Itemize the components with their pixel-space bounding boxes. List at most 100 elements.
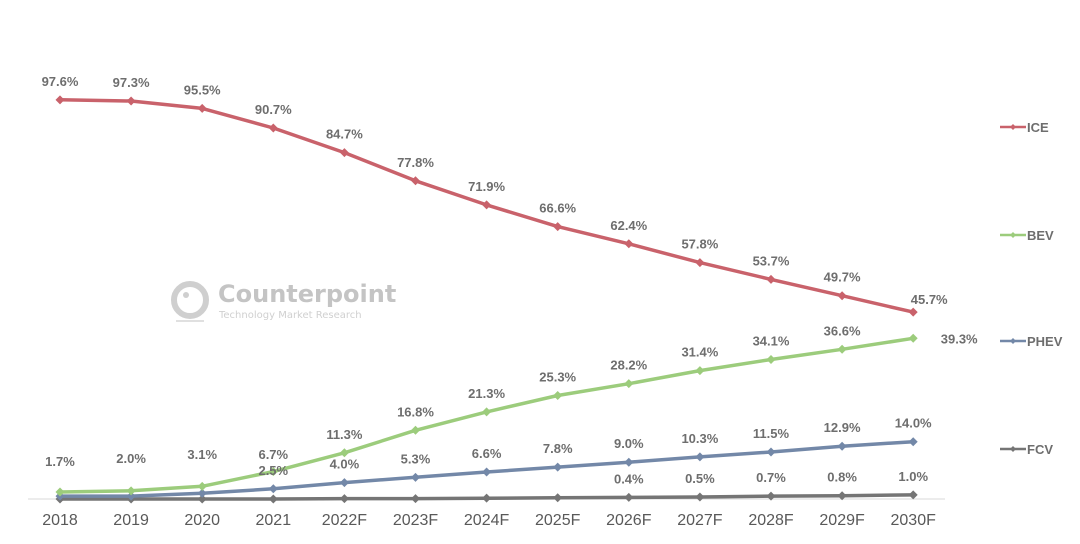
data-label-ice: 71.9%	[468, 179, 505, 194]
data-label-fcv: 0.8%	[827, 470, 857, 485]
data-point-phev	[766, 447, 776, 457]
data-label-phev: 11.5%	[753, 426, 790, 441]
x-tick-label: 2019	[113, 512, 149, 529]
counterpoint-watermark: Counterpoint Technology Market Research	[171, 280, 396, 322]
data-label-ice: 97.3%	[113, 75, 150, 90]
x-tick-label: 2028F	[748, 512, 794, 529]
data-label-bev: 6.7%	[258, 447, 288, 462]
data-point-fcv	[837, 491, 847, 501]
data-point-bev	[197, 481, 207, 491]
legend-label: ICE	[1027, 120, 1049, 135]
data-point-phev	[197, 488, 207, 498]
series-phev	[55, 437, 918, 501]
data-label-phev: 10.3%	[681, 431, 718, 446]
data-label-bev: 25.3%	[539, 370, 576, 385]
data-labels: 97.6% 97.3% 95.5% 90.7% 84.7% 77.8% 71.9% 66.6%…	[42, 74, 979, 487]
data-label-phev: 5.3%	[401, 451, 431, 466]
data-label-ice: 57.8%	[681, 237, 718, 252]
data-label-fcv: 0.5%	[685, 471, 715, 486]
x-tick-label: 2027F	[677, 512, 723, 529]
data-point-fcv	[553, 493, 563, 503]
data-label-bev: 28.2%	[610, 358, 647, 373]
data-label-phev: 12.9%	[824, 420, 861, 435]
legend-label: BEV	[1027, 228, 1054, 243]
data-point-fcv	[339, 494, 349, 504]
data-point-fcv	[482, 493, 492, 503]
data-label-fcv: 0.4%	[614, 471, 644, 486]
data-point-bev	[766, 355, 776, 365]
data-point-ice	[695, 258, 705, 268]
data-label-ice: 95.5%	[184, 82, 221, 97]
data-label-bev: 11.3%	[326, 427, 363, 442]
data-point-phev	[624, 457, 634, 467]
data-point-ice	[837, 291, 847, 301]
data-label-bev: 3.1%	[187, 447, 217, 462]
x-tick-label: 2026F	[606, 512, 652, 529]
data-label-ice: 66.6%	[539, 201, 576, 216]
x-axis-ticks: 2018 2019 2020 2021 2022F 2023F 2024F 2025F 2026…	[42, 512, 936, 529]
data-label-bev: 36.6%	[824, 323, 861, 338]
series-fcv	[55, 490, 918, 504]
data-point-phev	[837, 441, 847, 451]
legend-label: FCV	[1027, 442, 1053, 457]
data-label-bev: 34.1%	[753, 334, 790, 349]
data-label-ice: 77.8%	[397, 155, 434, 170]
data-label-ice: 97.6%	[42, 74, 79, 89]
legend-marker-icon	[1010, 338, 1016, 344]
data-label-fcv: 0.7%	[756, 470, 786, 485]
series-ice	[55, 95, 918, 317]
legend-marker-icon	[1010, 446, 1016, 452]
series-layer	[55, 95, 918, 504]
data-point-fcv	[411, 494, 420, 504]
data-point-phev	[695, 452, 705, 462]
data-point-fcv	[268, 494, 278, 504]
data-point-fcv	[695, 492, 705, 502]
data-point-bev	[55, 487, 65, 497]
data-point-ice	[197, 103, 207, 113]
data-point-bev	[411, 425, 420, 435]
watermark-brand: Counterpoint	[218, 280, 396, 308]
data-label-phev: 14.0%	[895, 416, 932, 431]
data-point-bev	[482, 407, 492, 417]
data-label-ice: 62.4%	[610, 218, 647, 233]
data-point-bev	[126, 486, 136, 496]
data-label-bev: 2.0%	[116, 451, 146, 466]
data-label-ice: 53.7%	[753, 253, 790, 268]
data-point-bev	[339, 448, 349, 458]
data-label-bev: 16.8%	[397, 404, 434, 419]
counterpoint-logo-icon	[171, 281, 209, 322]
data-point-ice	[339, 148, 349, 158]
data-point-phev	[339, 478, 349, 488]
data-label-ice: 45.7%	[911, 292, 948, 307]
data-point-ice	[553, 222, 563, 232]
data-label-bev: 31.4%	[681, 345, 718, 360]
legend-item-fcv: FCV	[1000, 442, 1053, 457]
data-point-phev	[126, 491, 136, 501]
x-tick-label: 2024F	[464, 512, 510, 529]
data-point-bev	[695, 366, 705, 376]
series-bev	[55, 333, 918, 497]
x-tick-label: 2029F	[819, 512, 865, 529]
data-point-ice	[126, 96, 136, 106]
watermark-tagline: Technology Market Research	[218, 310, 362, 321]
data-point-ice	[624, 239, 634, 249]
data-point-ice	[482, 200, 492, 210]
data-point-fcv	[766, 491, 776, 501]
data-point-phev	[411, 472, 420, 482]
x-tick-label: 2020	[184, 512, 220, 529]
data-label-ice: 84.7%	[326, 127, 363, 142]
data-label-phev: 2.5%	[258, 463, 288, 478]
data-point-ice	[908, 307, 918, 317]
x-tick-label: 2021	[256, 512, 292, 529]
data-point-ice	[766, 274, 776, 284]
legend-label: PHEV	[1027, 334, 1063, 349]
data-point-bev	[908, 333, 918, 343]
data-label-bev: 1.7%	[45, 454, 75, 469]
x-tick-label: 2030F	[891, 512, 937, 529]
data-point-fcv	[197, 494, 207, 504]
data-point-phev	[268, 484, 278, 494]
legend-marker-icon	[1010, 232, 1016, 238]
data-label-phev: 9.0%	[614, 436, 644, 451]
data-point-phev	[553, 462, 563, 472]
x-tick-label: 2023F	[393, 512, 439, 529]
